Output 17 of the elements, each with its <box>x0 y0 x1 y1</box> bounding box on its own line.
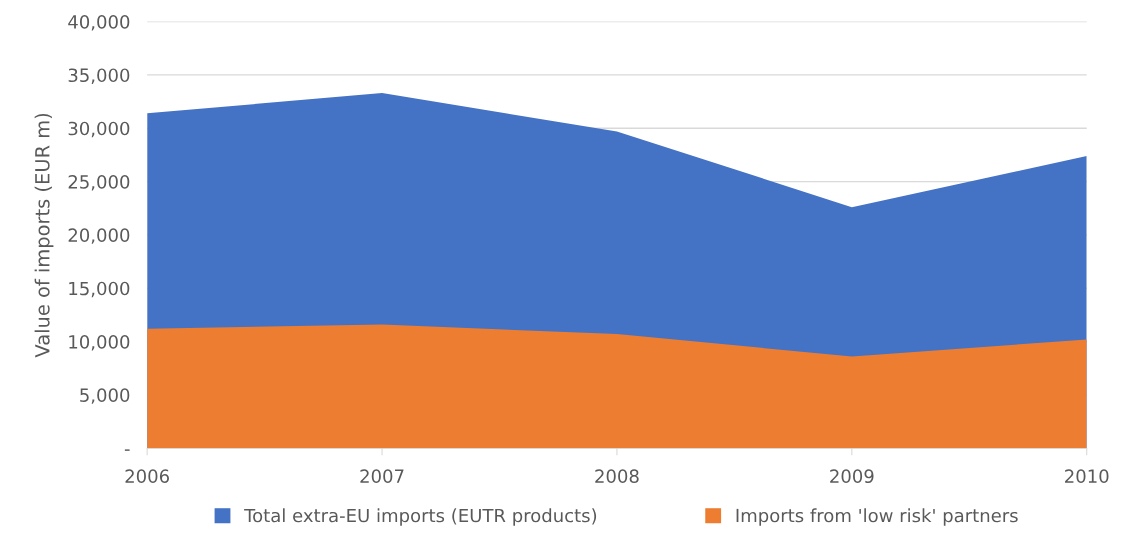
x-tick-label: 2010 <box>1065 469 1109 484</box>
y-axis-title: Value of imports (EUR m) <box>34 113 54 358</box>
y-tick-label: 15,000 <box>69 281 130 298</box>
legend-label: Total extra-EU imports (EUTR products) <box>244 508 597 526</box>
y-tick-label: 35,000 <box>68 68 130 84</box>
x-tick-label: 2006 <box>125 469 169 484</box>
x-tick-label: 2007 <box>360 469 404 484</box>
y-tick-label: 30,000 <box>68 121 130 138</box>
y-tick-label: 25,000 <box>68 175 130 191</box>
y-tick-label: - <box>124 449 130 451</box>
x-tick-label: 2008 <box>595 469 639 484</box>
y-tick-label: 5,000 <box>80 388 130 404</box>
y-tick-label: 40,000 <box>68 15 130 31</box>
y-tick-label: 10,000 <box>69 335 130 351</box>
legend-label: Imports from 'low risk' partners <box>736 508 1018 526</box>
x-tick-label: 2009 <box>830 469 874 484</box>
y-tick-label: 20,000 <box>68 228 130 244</box>
